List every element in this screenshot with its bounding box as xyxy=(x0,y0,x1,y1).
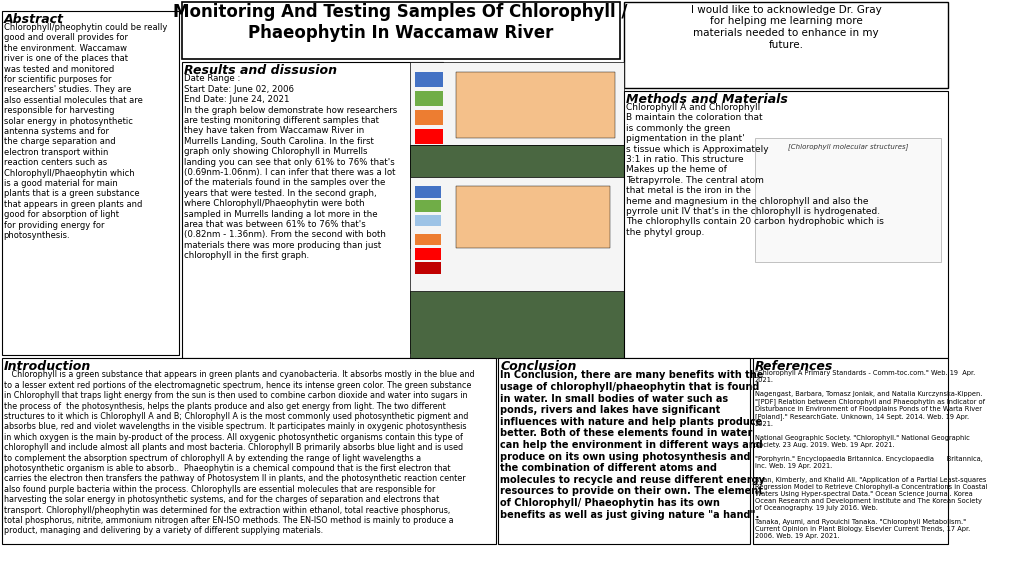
Text: Chlorophyll is a green substance that appears in green plants and cyanobacteria.: Chlorophyll is a green substance that ap… xyxy=(4,370,474,535)
Bar xyxy=(498,358,749,544)
Bar xyxy=(414,215,440,226)
Text: Monitoring And Testing Samples Of Chlorophyll /
Phaeophytin In Waccamaw River: Monitoring And Testing Samples Of Chloro… xyxy=(173,3,628,42)
Bar xyxy=(414,186,440,198)
Bar xyxy=(414,248,440,260)
Bar xyxy=(754,139,940,262)
Text: Chlorophyll/pheophytin could be really
good and overall provides for
the environ: Chlorophyll/pheophytin could be really g… xyxy=(4,23,167,240)
Text: "Chlorophyll A Primary Standards - Comm-toc.com." Web. 19  Apr.
2021.

Nagengast: "Chlorophyll A Primary Standards - Comm-… xyxy=(754,370,986,539)
Text: Introduction: Introduction xyxy=(4,360,91,373)
Bar xyxy=(410,176,624,353)
Text: In Conclusion, there are many benefits with the
usage of chlorophyll/phaeophytin: In Conclusion, there are many benefits w… xyxy=(499,370,764,520)
Text: Conclusion: Conclusion xyxy=(499,360,576,373)
Bar xyxy=(414,72,442,87)
Text: Methods and Materials: Methods and Materials xyxy=(626,93,787,105)
Bar xyxy=(2,11,178,355)
Bar xyxy=(752,358,948,544)
Text: Date Range :
Start Date: June 02, 2006
End Date: June 24, 2021
In the graph belo: Date Range : Start Date: June 02, 2006 E… xyxy=(183,74,396,260)
Text: [Chlorophyll molecular structures]: [Chlorophyll molecular structures] xyxy=(787,143,907,150)
Bar xyxy=(414,129,442,144)
Bar xyxy=(2,358,495,544)
Bar xyxy=(457,72,614,139)
Bar xyxy=(624,91,948,358)
Bar xyxy=(414,262,440,274)
Text: References: References xyxy=(754,360,833,373)
Bar xyxy=(457,186,609,248)
Bar xyxy=(181,2,619,59)
Bar xyxy=(414,91,442,106)
Bar xyxy=(410,145,624,248)
Text: Results and dissusion: Results and dissusion xyxy=(183,64,336,77)
Text: I would like to acknowledge Dr. Gray
for helping me learning more
materials need: I would like to acknowledge Dr. Gray for… xyxy=(690,5,880,50)
Bar xyxy=(410,145,624,248)
Bar xyxy=(414,201,440,212)
Bar xyxy=(624,2,948,88)
Text: Chlorophyll A and Chlorophyll
B maintain the coloration that
is commonly the gre: Chlorophyll A and Chlorophyll B maintain… xyxy=(626,103,883,237)
Bar xyxy=(410,291,624,358)
Bar xyxy=(414,234,440,245)
Bar xyxy=(414,148,442,163)
Text: Abstract: Abstract xyxy=(4,13,63,26)
Bar xyxy=(414,110,442,125)
Bar xyxy=(181,62,442,358)
Bar xyxy=(410,62,624,238)
